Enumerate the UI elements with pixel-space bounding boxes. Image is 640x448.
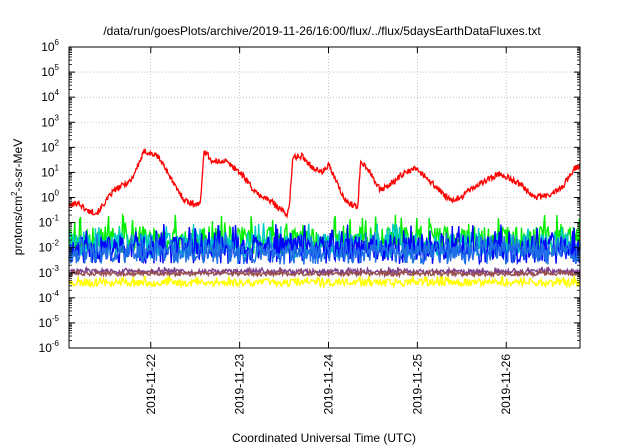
y-axis: 10-6 10-5 10-4 10-3 10-2 10-1 100 101 102 103 104 1… [39, 38, 580, 355]
x-axis: 2019-11-22 2019-11-23 2019-11-24 2019-11-25… [144, 47, 513, 415]
x-tick-label: 2019-11-22 [144, 354, 158, 415]
x-tick-label: 2019-11-25 [410, 354, 424, 415]
y-tick-label: 10-3 [39, 264, 60, 280]
series-line [68, 231, 581, 266]
y-tick-label: 10-2 [39, 239, 60, 255]
y-tick-label: 10-4 [39, 289, 60, 305]
data-series-group [68, 148, 581, 290]
x-tick-label: 2019-11-23 [233, 354, 247, 415]
y-tick-label: 10-5 [39, 314, 60, 330]
y-tick-label: 102 [41, 138, 59, 154]
chart-grid [69, 47, 580, 348]
y-tick-label: 104 [41, 88, 59, 104]
y-axis-label: protons/cm2-s-sr-MeV [10, 139, 25, 255]
x-axis-label: Coordinated Universal Time (UTC) [232, 431, 416, 445]
series-line-red [68, 148, 581, 220]
series-line [68, 267, 581, 279]
y-tick-label: 106 [41, 38, 59, 54]
series-line [68, 275, 581, 290]
y-tick-label: 10-1 [39, 214, 60, 230]
y-tick-label: 101 [41, 163, 59, 179]
y-tick-label: 10-6 [39, 339, 60, 355]
y-tick-label: 100 [41, 189, 59, 205]
chart-title: /data/run/goesPlots/archive/2019-11-26/1… [103, 24, 541, 38]
x-tick-label: 2019-11-24 [321, 354, 335, 415]
y-tick-label: 103 [41, 113, 59, 129]
y-tick-label: 105 [41, 63, 59, 79]
x-tick-label: 2019-11-26 [499, 354, 513, 415]
